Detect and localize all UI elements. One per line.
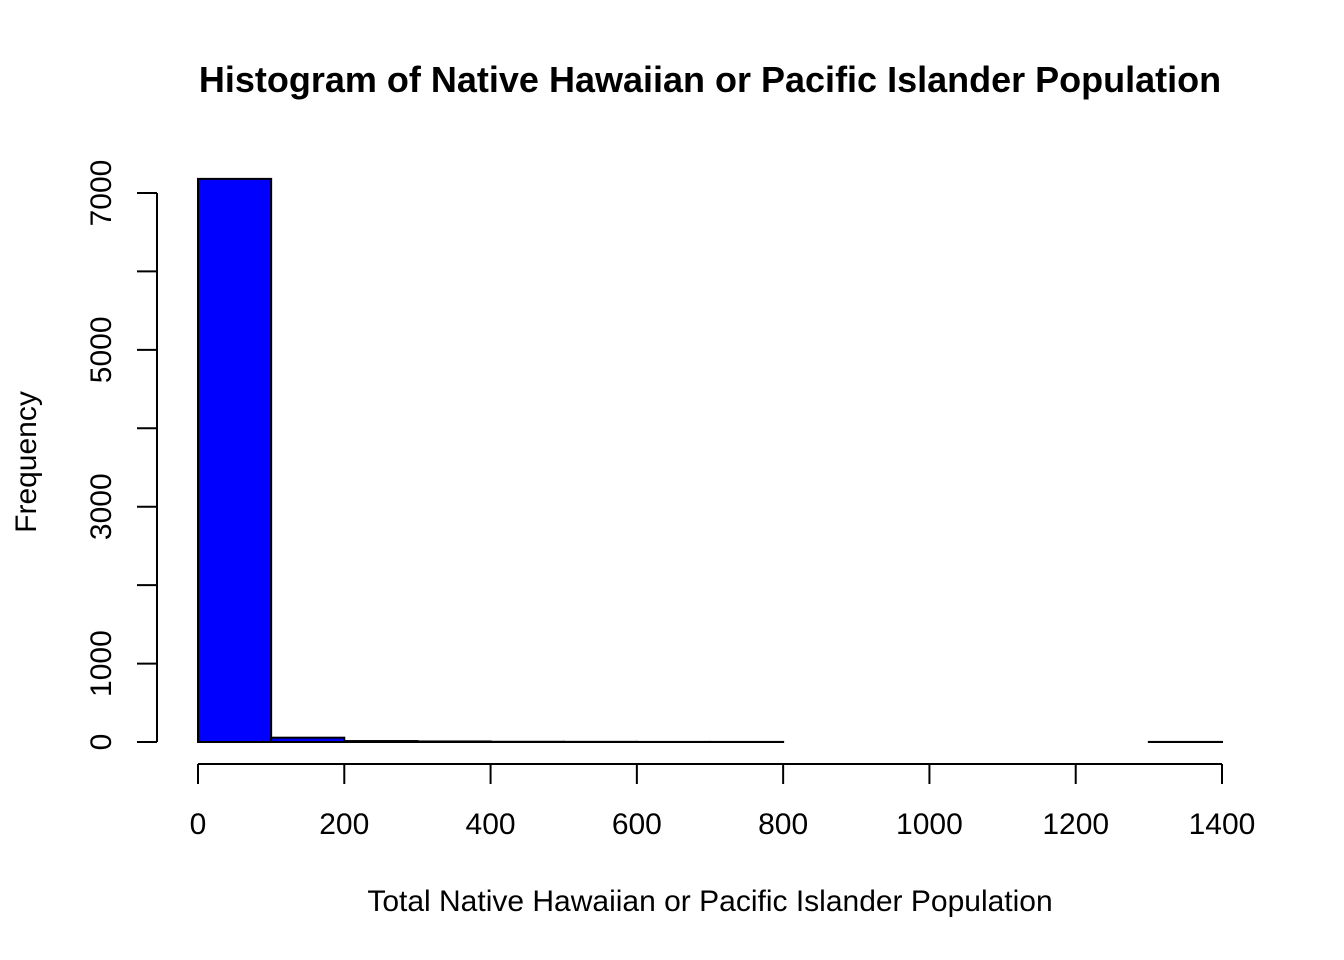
x-axis-label: Total Native Hawaiian or Pacific Islande…	[367, 885, 1052, 918]
histogram-bar-2	[343, 740, 419, 743]
x-tick-label-7: 1400	[1189, 808, 1256, 841]
x-tick-label-5: 1000	[896, 808, 963, 841]
histogram-bar-3	[416, 740, 492, 743]
y-tick-label-0: 0	[85, 734, 118, 751]
x-tick-label-3: 600	[612, 808, 662, 841]
bars-group	[197, 177, 1224, 743]
histogram-bar-0	[197, 177, 273, 743]
y-tick-label-7: 7000	[85, 160, 118, 227]
y-axis-label: Frequency	[10, 391, 43, 533]
y-axis: 0 1000 3000 5000 7000	[85, 160, 158, 751]
histogram-bar-1	[270, 736, 346, 743]
x-axis: 0 200 400 600 800 1000 1200 1400	[190, 763, 1256, 841]
x-tick-label-6: 1200	[1042, 808, 1109, 841]
x-tick-label-4: 800	[758, 808, 808, 841]
y-tick-label-3: 3000	[85, 473, 118, 540]
x-tick-label-1: 200	[319, 808, 369, 841]
x-tick-label-2: 400	[466, 808, 516, 841]
y-tick-label-1: 1000	[85, 630, 118, 697]
x-tick-label-0: 0	[190, 808, 207, 841]
chart-title: Histogram of Native Hawaiian or Pacific …	[199, 59, 1221, 100]
y-tick-label-5: 5000	[85, 316, 118, 383]
